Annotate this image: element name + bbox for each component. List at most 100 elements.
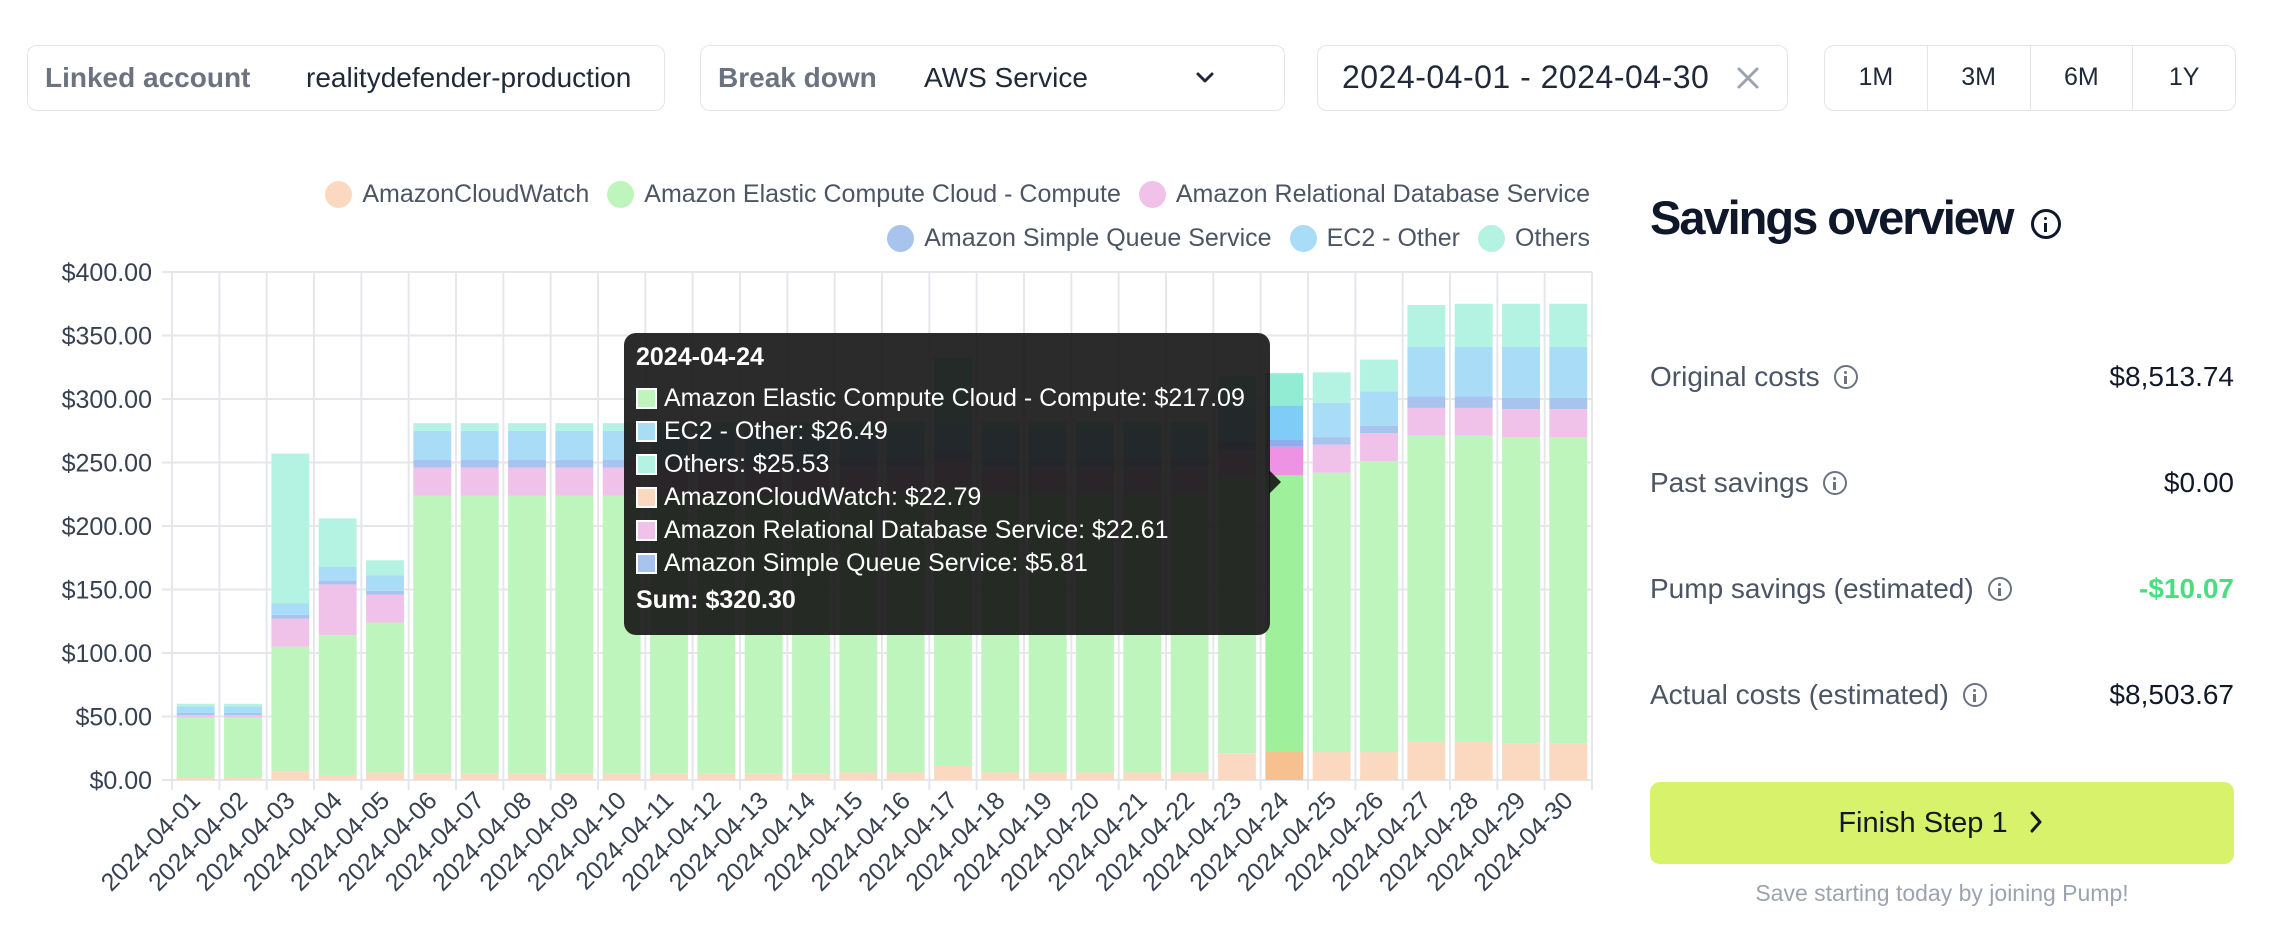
bar-segment — [413, 423, 452, 431]
bar-segment — [1265, 751, 1304, 780]
linked-account-value: realitydefender-production — [306, 62, 632, 93]
bar-segment — [1360, 359, 1398, 392]
bar-segment — [1502, 743, 1540, 780]
chart-tooltip: 2024-04-24 Amazon Elastic Compute Cloud … — [624, 333, 1270, 635]
bar-segment — [981, 772, 1020, 780]
bar-segment — [366, 590, 404, 595]
finish-step-label: Finish Step 1 — [1838, 807, 2008, 839]
bar-segment — [650, 773, 688, 780]
info-icon[interactable] — [2030, 208, 2061, 239]
stat-pump-savings: Pump savings (estimated) -$10.07 — [1650, 573, 2234, 613]
bar-segment — [176, 777, 215, 780]
breakdown-select[interactable]: Break down AWS Service — [700, 45, 1285, 111]
finish-step-button[interactable]: Finish Step 1 — [1650, 782, 2234, 864]
bar-segment — [1312, 372, 1351, 403]
bar-segment — [555, 430, 594, 460]
stat-original-costs: Original costs $8,513.74 — [1650, 361, 2234, 401]
bar-segment — [366, 622, 404, 773]
bar-segment — [1549, 437, 1588, 744]
bar-segment — [318, 566, 357, 581]
legend-swatch — [1289, 225, 1317, 252]
legend-label: Amazon Elastic Compute Cloud - Compute — [644, 180, 1121, 208]
bar-segment — [1549, 743, 1588, 780]
bar-segment — [318, 518, 357, 567]
tooltip-swatch — [636, 454, 657, 475]
stat-actual-costs: Actual costs (estimated) $8,503.67 — [1650, 679, 2234, 719]
bar-segment — [886, 772, 925, 780]
legend-item-amazoncloudwatch[interactable]: AmazonCloudWatch — [325, 180, 589, 209]
bar-segment — [934, 766, 972, 780]
linked-account-select[interactable]: Linked account realitydefender-productio… — [27, 45, 665, 111]
bar-segment — [508, 430, 546, 460]
bar-segment — [413, 773, 452, 780]
bar-segment — [1265, 373, 1304, 406]
stat-value: -$10.07 — [2139, 573, 2234, 604]
bar-segment — [271, 646, 310, 772]
bar-segment — [224, 706, 262, 713]
chevron-down-icon — [1196, 72, 1214, 83]
date-range-picker[interactable]: 2024-04-01 - 2024-04-30 — [1317, 45, 1788, 111]
bar-segment — [1360, 425, 1398, 434]
tooltip-row: AmazonCloudWatch: $22.79 — [636, 481, 1258, 514]
legend-item-rds[interactable]: Amazon Relational Database Service — [1138, 180, 1590, 209]
stat-label: Original costs — [1650, 361, 1858, 393]
bar-segment — [1407, 305, 1446, 347]
info-icon[interactable] — [1833, 364, 1858, 389]
bar-segment — [1360, 752, 1398, 780]
bar-segment — [271, 618, 310, 647]
range-button-6m[interactable]: 6M — [2031, 46, 2134, 110]
tooltip-row-text: Amazon Elastic Compute Cloud - Compute: … — [664, 384, 1245, 412]
bar-segment — [1502, 303, 1540, 347]
legend-label: Others — [1514, 224, 1590, 252]
bar-segment — [176, 715, 215, 718]
bar-segment — [1076, 772, 1114, 780]
tooltip-swatch — [636, 487, 657, 508]
breakdown-label: Break down — [718, 62, 877, 93]
bar-segment — [1454, 407, 1493, 436]
bar-segment — [224, 715, 262, 718]
stat-value: $0.00 — [2163, 467, 2234, 498]
tooltip-row: Amazon Simple Queue Service: $5.81 — [636, 547, 1258, 580]
tooltip-row: EC2 - Other: $26.49 — [636, 415, 1258, 448]
info-icon[interactable] — [1822, 470, 1847, 495]
tooltip-row-text: AmazonCloudWatch: $22.79 — [664, 483, 982, 511]
bar-segment — [602, 423, 641, 431]
legend-swatch — [607, 181, 635, 208]
bar-segment — [508, 773, 546, 780]
bar-segment — [1549, 346, 1588, 398]
bar-segment — [555, 459, 594, 468]
legend-item-sqs[interactable]: Amazon Simple Queue Service — [887, 224, 1272, 253]
info-icon[interactable] — [1987, 576, 2012, 601]
bar-segment — [1502, 397, 1540, 410]
bar-segment — [1360, 391, 1398, 426]
info-icon[interactable] — [1962, 682, 1987, 707]
bar-segment — [1123, 772, 1162, 780]
bar-segment — [1454, 741, 1493, 780]
legend-item-others[interactable]: Others — [1477, 224, 1590, 253]
bar-segment — [1265, 439, 1304, 447]
legend-label: Amazon Simple Queue Service — [924, 224, 1272, 252]
bar-segment — [413, 459, 452, 468]
bar-segment — [366, 594, 404, 623]
bar-segment — [1549, 409, 1588, 438]
range-button-1m[interactable]: 1M — [1825, 46, 1928, 110]
bar-segment — [224, 717, 262, 778]
y-tick-label: $50.00 — [76, 704, 152, 732]
bar-segment — [1454, 303, 1493, 347]
bar-segment — [318, 774, 357, 780]
bar-segment — [366, 772, 404, 780]
bar-segment — [1265, 475, 1304, 752]
y-tick-label: $350.00 — [62, 323, 152, 351]
range-button-1y[interactable]: 1Y — [2168, 63, 2200, 91]
bar-segment — [224, 703, 262, 707]
tooltip-row: Amazon Elastic Compute Cloud - Compute: … — [636, 382, 1258, 415]
bar-segment — [318, 580, 357, 585]
legend-item-ec2-other[interactable]: EC2 - Other — [1289, 224, 1460, 253]
close-icon[interactable] — [1732, 62, 1764, 94]
y-tick-label: $200.00 — [62, 513, 152, 541]
legend-item-ec2-compute[interactable]: Amazon Elastic Compute Cloud - Compute — [607, 180, 1121, 209]
bar-segment — [1454, 346, 1493, 397]
range-button-3m[interactable]: 3M — [1928, 46, 2031, 110]
bar-segment — [460, 495, 499, 774]
savings-title: Savings overview — [1650, 191, 2014, 244]
